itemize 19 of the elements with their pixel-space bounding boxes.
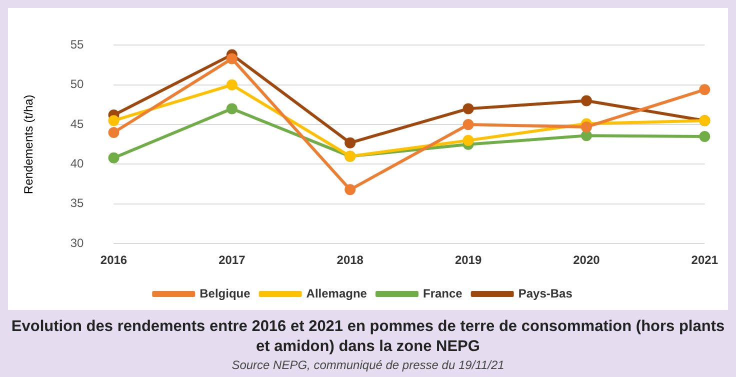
y-tick-label: 30 bbox=[70, 236, 84, 250]
legend-label: Pays-Bas bbox=[518, 286, 573, 300]
x-tick-label: 2017 bbox=[218, 253, 246, 268]
y-tick-label: 35 bbox=[70, 196, 84, 210]
y-tick-label: 40 bbox=[70, 156, 84, 171]
y-axis-title: Rendements (t/ha) bbox=[22, 94, 36, 194]
x-tick-label: 2019 bbox=[454, 253, 482, 268]
text: Evolution des rendements entre 2016 et 2021 en pommes de terre de consommation (hors plants et amidon) dans la zone NEPG bbox=[10, 317, 726, 357]
x-tick-label: 2018 bbox=[336, 253, 364, 268]
legend-label: France bbox=[422, 286, 463, 300]
legend-label: Allemagne bbox=[306, 286, 368, 300]
source-note: Source NEPG, communiqué de presse du 19/11/21 bbox=[230, 358, 506, 372]
x-tick-label: 2020 bbox=[573, 253, 600, 268]
x-tick-label: 2021 bbox=[691, 253, 718, 268]
y-tick-label: 45 bbox=[70, 116, 84, 131]
y-tick-label: 55 bbox=[70, 38, 84, 52]
legend-label: Belgique bbox=[200, 286, 251, 300]
x-tick-label: 2016 bbox=[100, 253, 128, 268]
y-tick-label: 50 bbox=[70, 77, 84, 92]
